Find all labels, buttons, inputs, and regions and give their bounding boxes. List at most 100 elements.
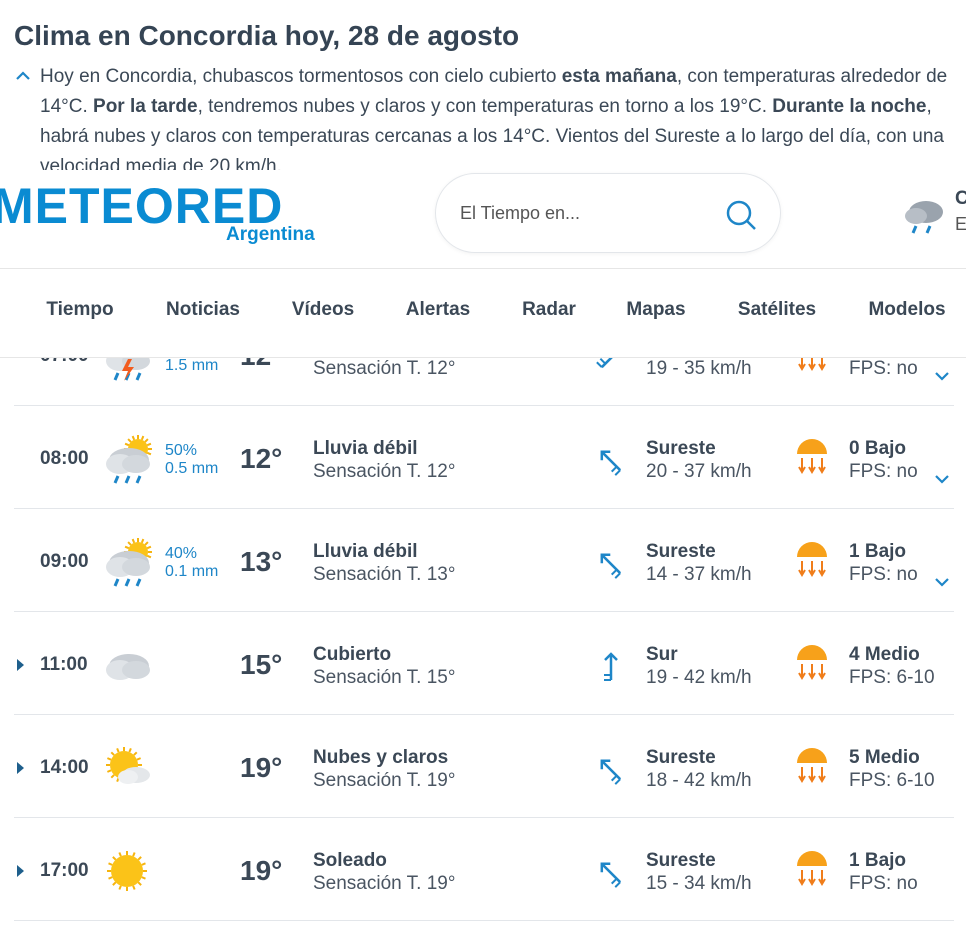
feels-like: Sensación T. 19° [313,770,456,791]
weather-icon [100,535,156,591]
uv-index: 1 Bajo [849,850,907,871]
description: Lluvia débil [313,438,418,459]
row-separator [14,611,954,612]
fps: FPS: 6-10 [849,770,935,791]
time: 11:00 [40,654,88,675]
fps: FPS: 6-10 [849,667,935,688]
weather-icon [905,201,943,234]
wind-direction: Sureste [646,850,716,871]
collapse-caret[interactable] [15,70,31,82]
description: Soleado [313,850,387,871]
nav-item[interactable]: Modelos [868,299,946,320]
summary-text: , habrá nubes y claros con temperaturas … [40,96,944,172]
time: 09:00 [40,551,89,572]
expand-caret[interactable] [934,472,950,490]
expand-caret[interactable] [934,369,950,387]
time: 08:00 [40,448,89,469]
wind-arrow [587,746,635,794]
search-icon[interactable] [724,198,758,232]
nav-item[interactable]: Satélites [737,299,817,320]
logo[interactable]: METEORED [0,178,284,234]
wind-direction: Sur [646,644,678,665]
temperature: 19° [240,752,283,783]
wind-arrow [587,540,635,588]
feels-like: Sensación T. 12° [313,461,456,482]
wind-arrow [587,437,635,485]
time: 17:00 [40,860,89,881]
weather-icon [100,741,156,797]
wind-direction: Sureste [646,438,716,459]
wind-arrow [587,849,635,897]
wind-speed: 14 - 37 km/h [646,564,752,585]
uv-icon [794,644,830,680]
nav-item[interactable]: Alertas [405,299,471,320]
side-text: E [955,214,966,234]
uv-index: 5 Medio [849,747,920,768]
summary-text: Hoy en Concordia, chubascos tormentosos … [40,66,562,87]
fps: FPS: no [849,873,918,894]
wind-direction: Sureste [646,541,716,562]
row-toggle[interactable] [16,658,26,677]
search-box[interactable]: El Tiempo en... [435,173,781,253]
summary-text: Por la tarde [93,96,198,117]
feels-like: Sensación T. 19° [313,873,456,894]
hour-row[interactable]: 14:00 19° Nubes y claros Sensación T. 19° Su… [0,715,966,818]
feels-like: Sensación T. 13° [313,564,456,585]
wind-speed: 18 - 42 km/h [646,770,752,791]
nav-item[interactable]: Radar [522,299,576,320]
page-title: Clima en Concordia hoy, 28 de agosto [14,20,520,51]
precip-amount: 0.5 mm [165,460,219,477]
uv-icon [794,850,830,886]
summary-text: Durante la noche [772,96,927,117]
nav-item[interactable]: Vídeos [291,299,355,320]
site-header: METEORED Argentina El Tiempo en... C E [0,170,966,269]
uv-icon [794,438,830,474]
uv-icon [794,747,830,783]
row-separator [14,405,954,406]
feels-like: Sensación T. 15° [313,667,456,688]
description: Lluvia débil [313,541,418,562]
precip-amount: 1.5 mm [165,357,219,374]
time: 14:00 [40,757,89,778]
summary-text: , tendremos nubes y claros y con tempera… [197,96,773,117]
temperature: 15° [240,649,283,680]
temperature: 19° [240,855,283,886]
wind-direction: Sureste [646,747,716,768]
weather-icon [100,432,156,488]
row-separator [14,508,954,509]
precip-prob: 40% [165,545,198,562]
uv-index: 0 Bajo [849,438,907,459]
row-toggle[interactable] [16,761,26,780]
precip-prob: 50% [165,442,198,459]
wind-speed: 15 - 34 km/h [646,873,752,894]
nav-item[interactable]: Tiempo [46,299,114,320]
hour-row[interactable]: 08:00 50% 0.5 mm 12° Lluvia débil Sensación T… [0,406,966,509]
description: Nubes y claros [313,747,449,768]
row-toggle[interactable] [16,864,26,883]
nav-item[interactable]: Noticias [166,299,240,320]
hour-row[interactable]: 17:00 19° Soleado Sensación T. 19° Sureste 15… [0,818,966,921]
wind-arrow [594,650,628,684]
weather-icon [100,844,156,900]
temperature: 13° [240,546,283,577]
fps: FPS: no [849,358,918,379]
wind-speed: 20 - 37 km/h [646,461,752,482]
side-text: C [955,188,966,209]
weather-icon [100,638,156,694]
row-separator [14,714,954,715]
precip-amount: 0.1 mm [165,563,219,580]
nav-item[interactable]: Mapas [626,299,686,320]
uv-index: 1 Bajo [849,541,907,562]
temperature: 12° [240,443,283,474]
summary-text: , con temperaturas alrededor de 14°C. [40,66,948,117]
row-separator [14,817,954,818]
logo-sub: Argentina [226,224,315,245]
expand-caret[interactable] [934,575,950,593]
uv-icon [794,541,830,577]
hour-row[interactable]: 09:00 40% 0.1 mm 13° Lluvia débil Sensación T… [0,509,966,612]
search-placeholder: El Tiempo en... [460,203,581,223]
hour-row[interactable]: 11:00 15° Cubierto Sensación T. 15° Sur 19 - … [0,612,966,715]
row-separator [14,920,954,921]
fps: FPS: no [849,564,918,585]
